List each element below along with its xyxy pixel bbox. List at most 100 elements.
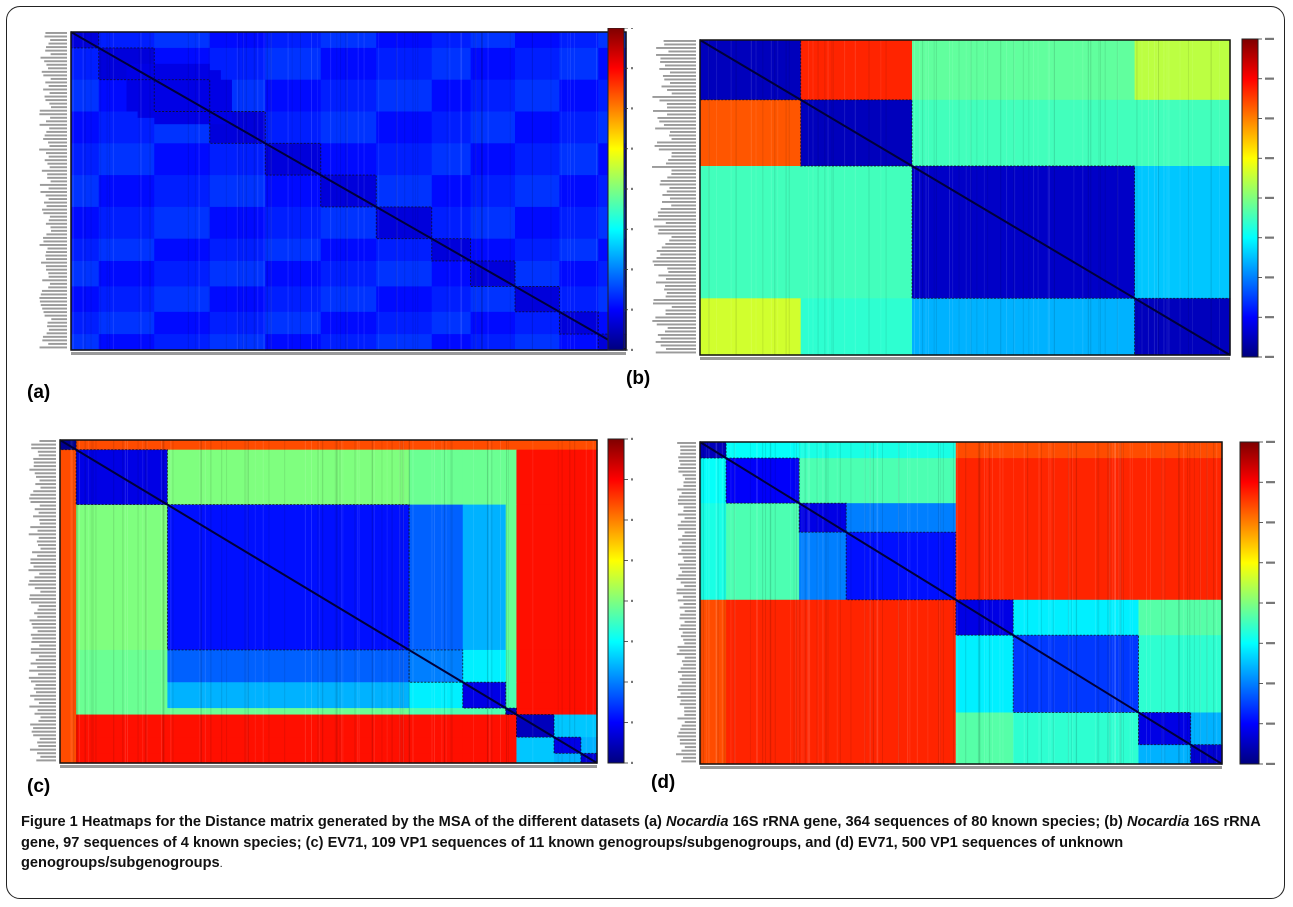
row-label-mark: [29, 597, 56, 600]
panel-label-b: (b): [626, 368, 651, 389]
diagonal-line: [70, 31, 627, 351]
row-label-mark: [46, 268, 67, 271]
heatmap-cell: [800, 298, 913, 356]
heatmap-cell: [554, 708, 582, 716]
stripe: [717, 442, 719, 764]
row-label-mark: [679, 606, 696, 609]
row-label-mark: [680, 667, 696, 670]
row-label-mark: [677, 524, 696, 527]
stripe: [473, 440, 475, 763]
row-label-mark: [680, 520, 696, 523]
stripe: [70, 440, 72, 763]
heatmap-cell: [955, 712, 1014, 746]
heatmap-cell: [154, 206, 211, 240]
row-label-mark: [662, 75, 696, 77]
heatmap-cell: [955, 458, 1014, 504]
stripe: [569, 32, 571, 350]
colorbar-tick-label-mark: [631, 680, 633, 683]
row-label-mark: [48, 342, 67, 345]
stripe: [809, 442, 811, 764]
row-label-mark: [29, 748, 56, 751]
row-label-mark: [30, 651, 56, 654]
stripe: [481, 32, 483, 350]
stripe: [708, 40, 710, 355]
row-label-mark: [659, 68, 696, 70]
heatmap-cell: [167, 714, 410, 738]
heatmap-cell: [955, 532, 1014, 601]
row-label-mark: [33, 465, 56, 468]
stripe: [816, 442, 818, 764]
row-label-mark: [29, 619, 56, 622]
stripe: [807, 40, 809, 355]
row-label-mark: [654, 225, 696, 228]
stripe: [1115, 442, 1117, 764]
heatmap-cell: [470, 238, 516, 262]
heatmap-cell: [800, 166, 913, 299]
heatmap-cell: [1138, 503, 1192, 533]
heatmap-cell: [76, 737, 168, 754]
stripe: [489, 440, 491, 763]
stripe: [1153, 40, 1155, 355]
stripe: [724, 442, 726, 764]
stripe: [1050, 442, 1052, 764]
colorbar-tick-label-mark: [1266, 481, 1275, 484]
row-label-mark: [44, 159, 67, 162]
row-label-mark: [683, 756, 696, 759]
heatmap-cell: [71, 175, 100, 208]
colorbar-tick-label-mark: [631, 28, 633, 29]
stripe: [765, 442, 767, 764]
row-label-mark: [658, 274, 696, 277]
stripe: [138, 32, 140, 350]
stripe: [113, 440, 115, 763]
row-label-mark: [29, 705, 56, 708]
heatmap-cell: [1138, 458, 1192, 504]
block-border: [725, 457, 800, 504]
heatmap-cell: [515, 311, 560, 335]
stripe: [82, 32, 84, 350]
row-label-mark: [39, 297, 67, 299]
heatmap-cell: [955, 744, 1014, 765]
stripe: [1028, 40, 1030, 355]
colorbar-tick-label-mark: [631, 308, 633, 311]
heatmap-cell: [1013, 599, 1140, 636]
heatmap-cell: [409, 440, 464, 451]
stripe: [208, 32, 210, 350]
row-label-mark: [682, 631, 696, 634]
heatmap-cell: [98, 238, 155, 262]
row-label-mark: [669, 71, 696, 74]
colorbar-tick-label-mark: [1266, 561, 1275, 564]
stripe: [1187, 40, 1189, 355]
stripe: [225, 32, 227, 350]
block-border: [800, 99, 913, 167]
block-borders: [699, 441, 1223, 765]
heatmap-cell: [376, 79, 433, 113]
heatmap-cell: [60, 753, 77, 764]
row-label-mark: [38, 673, 56, 676]
row-label-mark: [43, 74, 67, 77]
stripe: [976, 40, 978, 355]
heatmap-cell: [167, 682, 410, 709]
row-label-mark: [38, 544, 56, 547]
heatmap-cell: [1190, 599, 1223, 636]
stripe: [266, 32, 268, 350]
stripe: [825, 442, 827, 764]
row-label-mark: [37, 554, 56, 557]
row-label-mark: [671, 306, 696, 308]
row-label-mark: [681, 674, 696, 677]
stripe: [200, 440, 202, 763]
heatmap-cell: [516, 649, 555, 683]
stripe: [716, 442, 718, 764]
row-label-mark: [30, 648, 56, 651]
heatmap-cell: [320, 47, 377, 81]
stripe: [1076, 442, 1078, 764]
row-label-mark: [652, 302, 696, 305]
heatmap-cell: [76, 753, 168, 764]
heatmap-cell: [167, 737, 410, 754]
stripe: [807, 442, 809, 764]
heatmap-cell: [580, 440, 598, 451]
stripe: [321, 440, 323, 763]
heatmap-cell: [1134, 40, 1231, 101]
stripe: [574, 440, 576, 763]
heatmap-cell: [726, 599, 800, 636]
stripe: [487, 32, 489, 350]
